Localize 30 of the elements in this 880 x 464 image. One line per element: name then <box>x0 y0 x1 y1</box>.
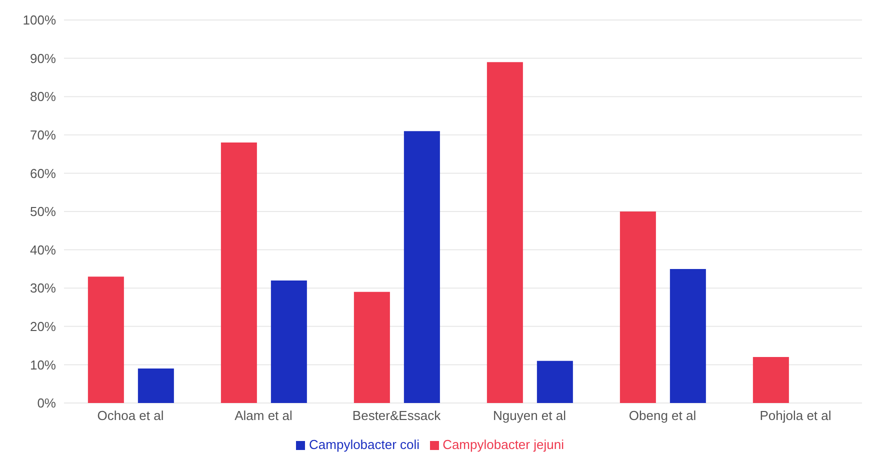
y-tick-label: 30% <box>30 280 56 296</box>
x-tick-label: Alam et al <box>234 408 293 424</box>
x-tick-label: Pohjola et al <box>760 408 832 424</box>
y-tick-label: 20% <box>30 319 56 334</box>
y-tick-label: 100% <box>22 12 56 28</box>
y-tick-label: 90% <box>30 50 56 66</box>
x-tick-label: Nguyen et al <box>493 408 566 424</box>
bar <box>486 62 523 403</box>
y-tick-label: 70% <box>30 128 56 143</box>
bar <box>138 368 174 403</box>
x-tick-label: Obeng et al <box>628 408 696 424</box>
x-tick-label: Bester&Essack <box>352 408 442 424</box>
bar <box>536 360 573 403</box>
y-tick-label: 60% <box>30 166 56 181</box>
bar <box>354 292 390 403</box>
bar <box>752 357 789 403</box>
bar <box>620 212 656 403</box>
y-tick-label: 10% <box>30 357 56 372</box>
bar <box>670 268 706 403</box>
y-tick-label: 40% <box>30 242 56 258</box>
y-tick-label: 0% <box>37 396 56 411</box>
y-tick-label: 50% <box>30 204 56 220</box>
legend-label: Campylobacter jejuni <box>442 437 564 452</box>
bar <box>220 142 257 403</box>
y-tick-label: 80% <box>30 89 56 104</box>
x-tick-label: Ochoa et al <box>97 408 164 424</box>
legend-label: Campylobacter coli <box>309 437 420 452</box>
bar <box>270 280 307 403</box>
bar <box>404 131 440 403</box>
bar <box>88 276 124 403</box>
